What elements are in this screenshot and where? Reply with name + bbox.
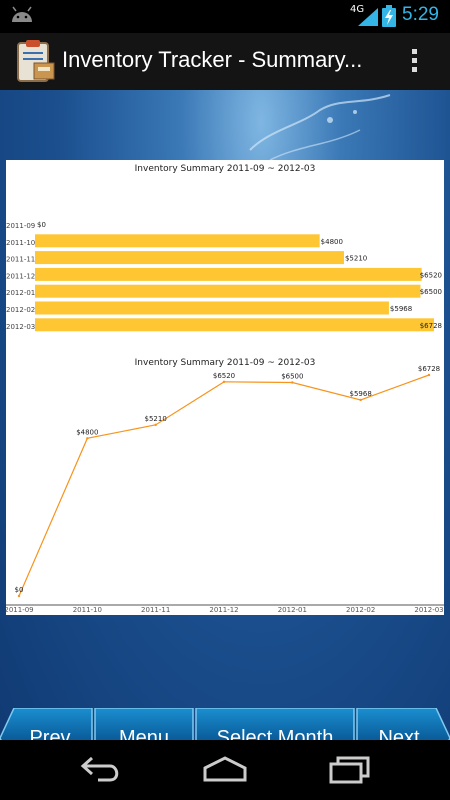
bar-chart: Inventory Summary 2011-09 ~ 2012-03 2011-… — [6, 164, 442, 332]
line-chart-value-label: $5968 — [350, 390, 372, 398]
line-chart-value-label: $5210 — [145, 415, 167, 423]
bar-chart-category-label: 2011-11 — [6, 256, 35, 264]
bar-chart-category-label: 2011-09 — [6, 222, 35, 230]
line-chart-value-label: $0 — [15, 586, 24, 594]
line-chart-point — [427, 373, 431, 377]
line-chart-point — [17, 594, 21, 598]
inventory-clipboard-icon[interactable] — [14, 39, 58, 83]
bar-chart-bar — [35, 284, 421, 298]
action-bar: Inventory Tracker - Summary... — [0, 33, 450, 90]
bar-chart-value-label: $6500 — [420, 288, 442, 296]
line-chart-tick-label: 2011-10 — [73, 606, 102, 614]
navigation-bar — [0, 740, 450, 800]
line-chart-point — [86, 437, 89, 440]
android-notification-icon — [12, 6, 32, 22]
bar-chart-category-label: 2011-12 — [6, 272, 35, 280]
bar-chart-bar — [35, 318, 434, 332]
line-chart-series — [18, 374, 430, 597]
line-chart-title: Inventory Summary 2011-09 ~ 2012-03 — [135, 358, 316, 368]
bar-chart-bar — [35, 267, 422, 281]
content-area: Inventory Summary 2011-09 ~ 2012-03 2011-… — [0, 90, 450, 768]
bar-chart-value-label: $0 — [37, 221, 46, 229]
bar-chart-bar — [35, 301, 389, 315]
bar-chart-value-label: $4800 — [321, 238, 343, 246]
line-chart: Inventory Summary 2011-09 ~ 2012-03 $0 201… — [6, 358, 444, 614]
line-chart-panel: Inventory Summary 2011-09 ~ 2012-03 $0 201… — [6, 353, 444, 615]
home-icon[interactable] — [202, 754, 248, 784]
line-chart-point — [291, 381, 294, 384]
network-type-label: 4G — [350, 4, 365, 15]
line-chart-value-label: $6500 — [281, 372, 303, 380]
bar-chart-category-label: 2012-02 — [6, 306, 35, 314]
bar-chart-category-label: 2012-01 — [6, 289, 35, 297]
bar-chart-value-label: $5210 — [345, 255, 367, 263]
bar-chart-bar — [35, 251, 344, 265]
status-bar: 4G 5:29 — [0, 0, 450, 33]
overflow-menu-icon[interactable] — [404, 45, 424, 79]
line-chart-value-label: $6728 — [418, 365, 440, 373]
signal-strength-icon — [358, 8, 378, 26]
line-chart-tick-label: 2011-11 — [141, 606, 170, 614]
line-chart-point — [359, 398, 362, 402]
line-chart-point — [222, 380, 226, 384]
line-chart-value-label: $4800 — [76, 428, 98, 436]
bar-chart-value-label: $5968 — [390, 305, 412, 313]
bar-chart-value-label: $6520 — [420, 271, 442, 279]
bar-chart-category-label: 2011-10 — [6, 239, 35, 247]
bar-chart-value-label: $6728 — [420, 322, 442, 330]
screen-title: Inventory Tracker - Summary... — [62, 47, 363, 72]
water-splash-decoration — [249, 94, 391, 161]
line-chart-tick-label: 2012-01 — [278, 606, 307, 614]
bar-chart-title: Inventory Summary 2011-09 ~ 2012-03 — [135, 164, 316, 174]
line-chart-tick-label: 2011-09 — [6, 606, 34, 614]
recent-apps-icon[interactable] — [328, 754, 372, 784]
back-icon[interactable] — [80, 754, 124, 784]
bar-chart-category-label: 2012-03 — [6, 323, 35, 331]
line-chart-tick-label: 2011-12 — [209, 606, 238, 614]
battery-charging-icon — [382, 5, 396, 27]
line-chart-value-label: $6520 — [213, 372, 235, 380]
status-clock: 5:29 — [402, 4, 439, 25]
line-chart-tick-label: 2012-02 — [346, 606, 375, 614]
line-chart-point — [154, 423, 157, 427]
bar-chart-bar — [35, 234, 320, 248]
line-chart-tick-label: 2012-03 — [414, 606, 443, 614]
